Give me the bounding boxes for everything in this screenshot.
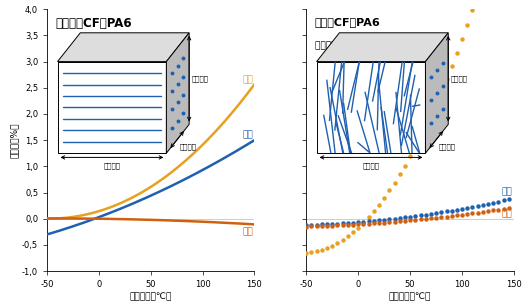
Text: 垂直: 垂直 — [243, 130, 254, 139]
Text: 繊維: 繊維 — [502, 210, 512, 219]
X-axis label: 測定温度（℃）: 測定温度（℃） — [129, 292, 172, 301]
Text: 垂直方向: 垂直方向 — [180, 143, 197, 150]
Polygon shape — [425, 33, 448, 153]
Text: 繊維方向: 繊維方向 — [103, 163, 121, 169]
Polygon shape — [316, 33, 448, 62]
Polygon shape — [58, 62, 166, 153]
Text: 一方向性CF／PA6: 一方向性CF／PA6 — [56, 17, 132, 30]
Text: 垂直: 垂直 — [502, 188, 512, 197]
Text: 繊維: 繊維 — [243, 227, 254, 237]
Polygon shape — [316, 62, 425, 153]
Text: 繊維方向: 繊維方向 — [363, 163, 379, 169]
Text: 厚み方向: 厚み方向 — [450, 75, 467, 82]
Y-axis label: 膨張率（%）: 膨張率（%） — [10, 122, 19, 158]
Text: （平均繊維長 0.1mm）: （平均繊維長 0.1mm） — [314, 41, 387, 50]
Text: 厚み方向: 厚み方向 — [191, 75, 208, 82]
Polygon shape — [58, 33, 189, 62]
Text: 垂直方向: 垂直方向 — [439, 143, 456, 150]
X-axis label: 測定温度（℃）: 測定温度（℃） — [389, 292, 431, 301]
Polygon shape — [166, 33, 189, 153]
Text: 厚み: 厚み — [243, 75, 254, 84]
Text: 不連続CF／PA6: 不連続CF／PA6 — [314, 17, 380, 27]
